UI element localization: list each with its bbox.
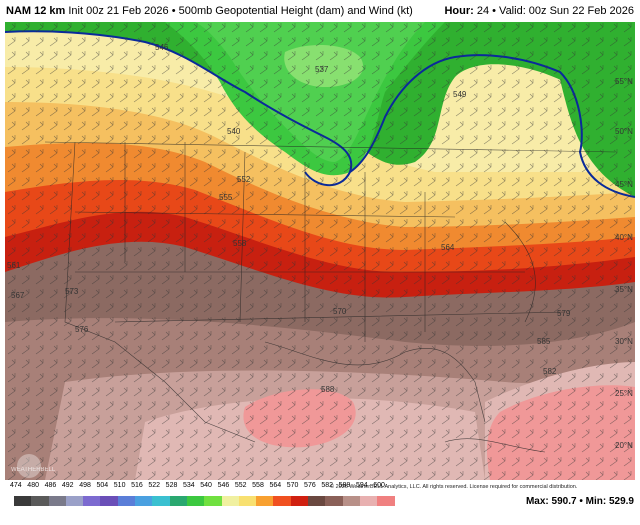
- hour-label: Hour:: [444, 5, 474, 17]
- colorbar-cell: [273, 496, 291, 506]
- colorbar-tick: 564: [269, 482, 282, 489]
- min-value: 529.9: [608, 496, 634, 507]
- contour-label: 537: [315, 65, 329, 74]
- svg-text:WEATHERBELL: WEATHERBELL: [11, 467, 56, 473]
- header-right: Hour: 24 • Valid: 00z Sun 22 Feb 2026: [444, 0, 634, 22]
- colorbar-tick: 522: [148, 482, 161, 489]
- header-left: NAM 12 km Init 00z 21 Feb 2026 • 500mb G…: [6, 0, 413, 22]
- model-name: NAM 12 km: [6, 5, 66, 17]
- colorbar-cell: [290, 496, 309, 506]
- colorbar-tick: 492: [61, 482, 74, 489]
- wind-barbs-overlay: [5, 22, 635, 480]
- contour-label: 573: [65, 287, 79, 296]
- lat-label: 35°N: [615, 285, 633, 294]
- colorbar-tick: 540: [200, 482, 212, 489]
- colorbar-cell: [204, 496, 222, 506]
- lat-label: 55°N: [615, 77, 633, 86]
- contour-label: 552: [237, 175, 251, 184]
- colorbar-tick: 552: [234, 482, 247, 489]
- max-min-readout: Max: 590.7 • Min: 529.9: [526, 496, 634, 507]
- colorbar-tick: 546: [217, 482, 230, 489]
- weather-map: 55°N 50°N 45°N 40°N 35°N 30°N 25°N 20°N …: [5, 22, 635, 480]
- colorbar-tick: 570: [286, 482, 299, 489]
- min-label: Min:: [585, 496, 607, 507]
- contour-label: 588: [321, 385, 335, 394]
- colorbar-cell: [48, 496, 66, 506]
- colorbar-cell: [359, 496, 378, 506]
- colorbar-tick: 474: [10, 482, 22, 489]
- colorbar-cell: [83, 496, 101, 506]
- weatherbell-logo: WEATHERBELL: [11, 454, 56, 478]
- max-label: Max:: [525, 496, 549, 507]
- colorbar-cell: [135, 496, 153, 506]
- contour-label: 579: [557, 309, 571, 318]
- copyright: © 2026 WeatherBELL Analytics, LLC. All r…: [330, 484, 578, 490]
- lat-label: 30°N: [615, 337, 633, 346]
- lat-label: 20°N: [615, 441, 633, 450]
- contour-label: 582: [543, 367, 557, 376]
- colorbar: [14, 496, 395, 506]
- colorbar-cell: [117, 496, 136, 506]
- contour-label: 564: [441, 243, 455, 252]
- colorbar-cell: [342, 496, 360, 506]
- contour-label: 561: [7, 261, 21, 270]
- contour-label: 540: [227, 127, 241, 136]
- lat-label: 25°N: [615, 389, 633, 398]
- colorbar-tick: 588: [338, 482, 351, 489]
- colorbar-cell: [65, 496, 84, 506]
- max-value: 590.7: [551, 496, 577, 507]
- colorbar-tick: 480: [27, 482, 39, 489]
- contour-label: 549: [453, 90, 467, 99]
- colorbar-cell: [308, 496, 326, 506]
- contour-labels: 537 540 561 567 573 576 570 564 558 555 …: [7, 43, 571, 394]
- latitude-labels: 55°N 50°N 45°N 40°N 35°N 30°N 25°N 20°N: [615, 77, 633, 450]
- colorbar-cell: [221, 496, 239, 506]
- contour-label: 558: [233, 239, 247, 248]
- contour-label: 546: [155, 43, 169, 52]
- contour-label: 570: [333, 307, 347, 316]
- colorbar-tick: 558: [252, 482, 264, 489]
- colorbar-cell: [377, 496, 395, 506]
- separator: •: [579, 496, 583, 507]
- colorbar-cell: [325, 496, 343, 506]
- colorbar-tick: 582: [321, 482, 334, 489]
- colorbar-cell: [169, 496, 187, 506]
- hour-value: 24: [476, 5, 490, 17]
- header: NAM 12 km Init 00z 21 Feb 2026 • 500mb G…: [0, 0, 640, 22]
- colorbar-tick: 510: [113, 482, 126, 489]
- contour-label: 555: [219, 193, 233, 202]
- colorbar-cell: [186, 496, 205, 506]
- colorbar-cell: [31, 496, 49, 506]
- colorbar-tick: 600: [373, 482, 385, 489]
- colorbar-tick: 594: [355, 482, 368, 489]
- product-description: Init 00z 21 Feb 2026 • 500mb Geopotentia…: [68, 5, 413, 17]
- political-borders: [44, 141, 616, 453]
- colorbar-tick: 576: [304, 482, 316, 489]
- lat-label: 50°N: [615, 127, 633, 136]
- contour-label: 585: [537, 337, 551, 346]
- colorbar-tick: 498: [79, 482, 91, 489]
- colorbar-tick: 534: [182, 482, 195, 489]
- colorbar-cell: [14, 496, 32, 506]
- colorbar-tick: 486: [44, 482, 57, 489]
- colorbar-cell: [152, 496, 170, 506]
- colorbar-cell: [238, 496, 257, 506]
- lat-label: 45°N: [615, 180, 633, 189]
- contour-label: 567: [11, 291, 25, 300]
- map-canvas: 55°N 50°N 45°N 40°N 35°N 30°N 25°N 20°N …: [5, 22, 635, 480]
- valid-time: • Valid: 00z Sun 22 Feb 2026: [492, 5, 634, 17]
- colorbar-ticks: 474 480 486 492 498 504 510 516 522 528 534 540 546 5…: [10, 482, 391, 494]
- lat-label: 40°N: [615, 233, 633, 242]
- colorbar-tick: 516: [131, 482, 143, 489]
- contour-label: 576: [75, 325, 89, 334]
- colorbar-cell: [256, 496, 274, 506]
- colorbar-tick: 528: [165, 482, 178, 489]
- colorbar-cell: [100, 496, 118, 506]
- colorbar-tick: 504: [96, 482, 109, 489]
- footer: 474 480 486 492 498 504 510 516 522 528 534 540 546 5…: [0, 480, 640, 525]
